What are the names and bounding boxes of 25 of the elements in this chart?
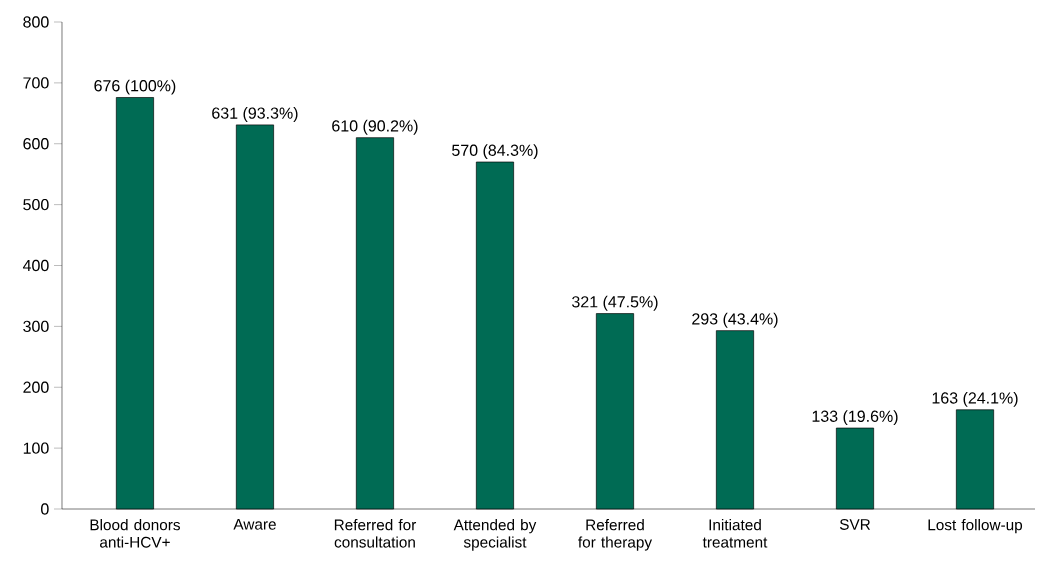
x-tick-label: SVR [839, 519, 871, 530]
x-tick-label: Lost follow-up [928, 519, 1023, 534]
y-tick-label: 600 [23, 138, 49, 150]
y-tick-label: 800 [23, 16, 49, 28]
data-label: 676 (100%) [94, 79, 176, 95]
data-label: 133 (19.6%) [812, 410, 898, 426]
y-tick-label: 400 [22, 259, 49, 272]
x-tick-label: Referred for therapy [578, 519, 653, 551]
data-label: 610 (90.2%) [332, 119, 418, 135]
data-label: 570 (84.3%) [452, 144, 538, 160]
x-tick-label: Blood donors anti-HCV+ [90, 519, 180, 548]
x-tick-label: Attended by specialist [453, 519, 537, 551]
data-label: 163 (24.1%) [932, 391, 1018, 407]
data-label: 321 (47.5%) [572, 295, 658, 311]
y-tick-label: 0 [41, 503, 49, 515]
y-tick-label: 700 [23, 77, 49, 89]
x-tick-label: Referred for consultation [334, 519, 417, 548]
x-tick-label: Initiated treatment [702, 519, 768, 548]
x-tick-label: Aware [233, 519, 276, 530]
data-label: 293 (43.4%) [692, 312, 778, 328]
y-tick-label: 200 [23, 381, 49, 393]
y-tick-label: 500 [23, 198, 49, 211]
y-tick-label: 100 [23, 442, 49, 454]
y-tick-label: 300 [23, 320, 49, 333]
data-label: 631 (93.3%) [212, 107, 298, 122]
